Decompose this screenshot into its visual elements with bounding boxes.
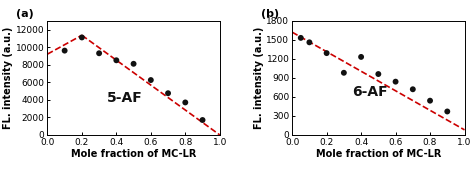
Point [340,71,347,74]
Point [444,110,451,113]
Text: (b): (b) [261,9,279,19]
Point [112,59,120,62]
Point [61,49,68,52]
Point [78,36,86,39]
Y-axis label: FL. intensity (a.u.): FL. intensity (a.u.) [3,27,13,129]
Text: 5-AF: 5-AF [107,91,143,105]
Point [297,37,305,39]
Point [357,56,365,58]
X-axis label: Mole fraction of MC-LR: Mole fraction of MC-LR [71,149,196,160]
Point [374,73,382,75]
Point [306,41,313,44]
Point [323,52,330,54]
Point [392,80,400,83]
Point [409,88,417,91]
X-axis label: Mole fraction of MC-LR: Mole fraction of MC-LR [316,149,441,160]
Point [199,119,206,121]
Y-axis label: FL. intensity (a.u.): FL. intensity (a.u.) [254,27,264,129]
Point [164,92,172,95]
Point [95,52,103,55]
Point [147,79,155,81]
Text: 6-AF: 6-AF [352,85,388,99]
Point [182,101,189,104]
Text: (a): (a) [17,9,34,19]
Point [426,99,434,102]
Point [130,62,137,65]
